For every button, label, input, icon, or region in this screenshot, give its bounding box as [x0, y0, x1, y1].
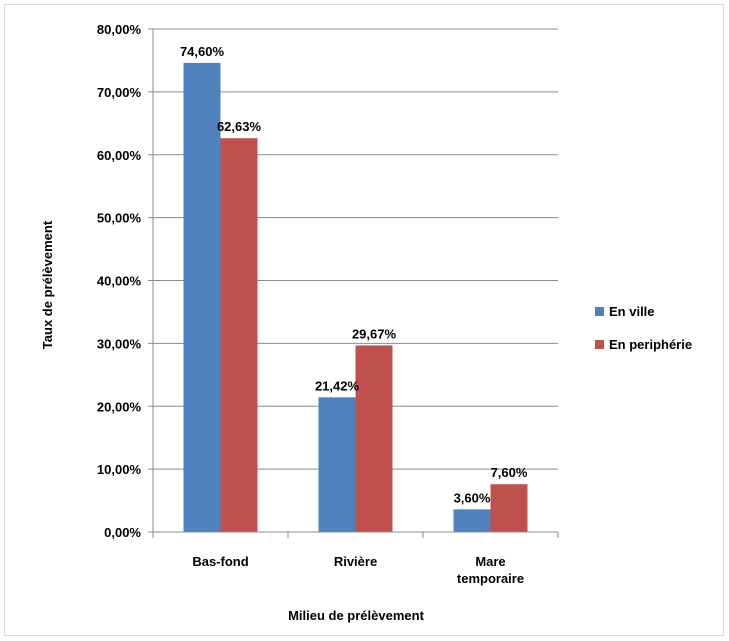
legend-label: En ville — [609, 304, 655, 319]
x-tick-label: Mare — [475, 554, 505, 569]
y-tick-label: 30,00% — [97, 336, 142, 351]
bar-en-periphérie-0 — [220, 138, 258, 533]
data-label: 7,60% — [491, 465, 528, 480]
legend-swatch — [595, 340, 604, 349]
y-tick-label: 20,00% — [97, 399, 142, 414]
y-tick-label: 70,00% — [97, 85, 142, 100]
y-tick-label: 0,00% — [104, 525, 141, 540]
y-tick-label: 60,00% — [97, 148, 142, 163]
x-axis-title: Milieu de prélèvement — [288, 608, 424, 623]
axes — [148, 28, 559, 538]
y-axis-title: Taux de prélèvement — [40, 220, 55, 349]
x-tick-label: temporaire — [457, 571, 524, 586]
y-tick-label: 10,00% — [97, 462, 142, 477]
y-tick-label: 80,00% — [97, 22, 142, 37]
y-tick-label: 40,00% — [97, 274, 142, 289]
y-tick-labels: 0,00% 10,00% 20,00% 30,00% 40,00% 50,00% 60,00… — [97, 22, 142, 540]
x-tick-labels: Bas-fond Rivière Mare temporaire — [192, 554, 524, 586]
data-label: 29,67% — [352, 326, 397, 341]
legend: En ville En periphérie — [595, 304, 692, 352]
y-tick-label: 50,00% — [97, 211, 142, 226]
legend-label: En periphérie — [609, 337, 692, 352]
x-tick-label: Bas-fond — [192, 554, 248, 569]
data-labels: 74,60% 62,63% 21,42% 29,67% 3,60%7,60% — [180, 44, 528, 505]
bar-en-periphérie-1 — [355, 345, 393, 532]
data-label: 3,60% — [454, 490, 491, 505]
data-label: 74,60% — [180, 44, 225, 59]
data-label: 62,63% — [217, 119, 262, 134]
bars — [183, 62, 528, 533]
bar-en-ville-0 — [183, 62, 221, 532]
bar-en-periphérie-2 — [490, 484, 528, 532]
legend-swatch — [595, 307, 604, 316]
bar-en-ville-1 — [318, 397, 356, 532]
data-label: 21,42% — [315, 378, 360, 393]
bar-en-ville-2 — [453, 509, 491, 532]
x-tick-label: Rivière — [334, 554, 377, 569]
